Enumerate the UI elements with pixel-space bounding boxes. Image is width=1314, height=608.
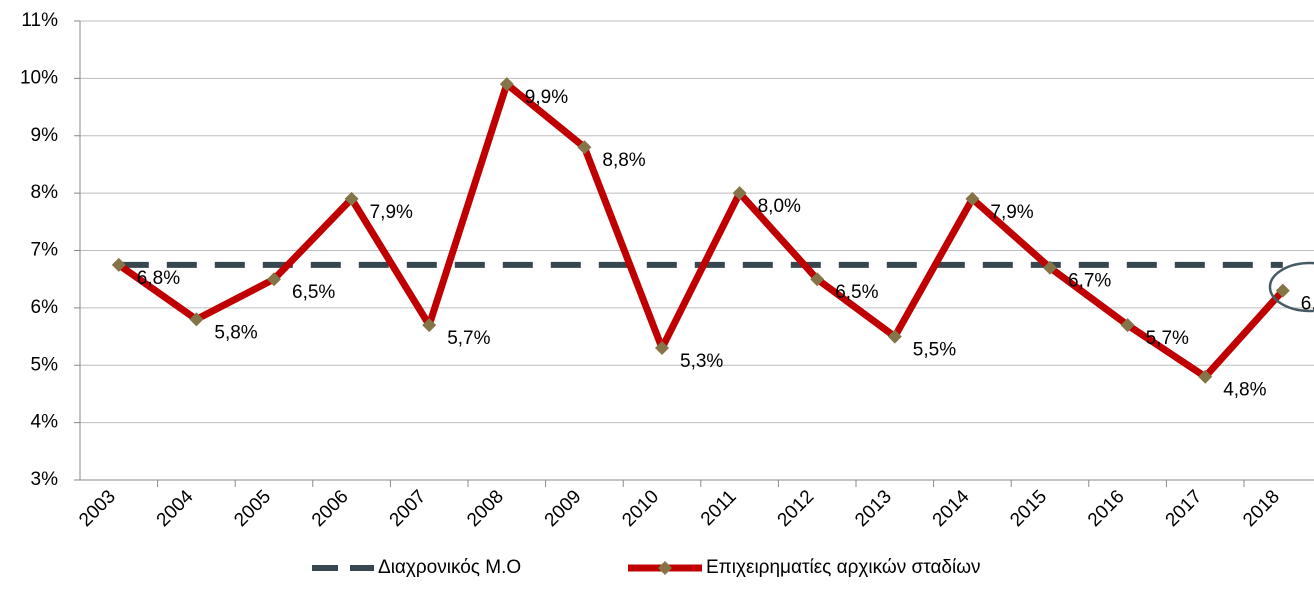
x-tick-label: 2012 [774,486,819,531]
x-tick-label: 2005 [230,486,275,531]
data-label: 5,7% [1146,328,1189,349]
data-label: 4,8% [1223,380,1266,401]
x-tick-label: 2010 [618,486,663,531]
data-label: 5,8% [214,322,257,343]
marker [655,341,669,356]
data-label: 7,9% [370,202,413,223]
data-label: 5,5% [913,340,956,361]
marker [189,312,204,327]
data-label: 6,7% [1068,271,1111,292]
marker [111,257,126,272]
x-tick-label: 2014 [929,486,974,531]
data-label: 5,3% [680,351,723,372]
marker [810,272,825,287]
x-tick-label: 2017 [1162,486,1207,531]
legend-marker [658,561,672,575]
marker [267,272,281,287]
x-tick-label: 2016 [1084,486,1129,531]
marker [577,140,592,155]
y-tick-label: 3% [31,469,59,490]
marker [1198,369,1213,384]
x-tick-label: 2015 [1006,486,1051,531]
series-line [116,80,1286,381]
y-tick-label: 11% [21,10,58,31]
highlight-oval [1268,261,1314,313]
x-tick-label: 2007 [386,486,431,531]
data-label: 6,5% [835,282,878,303]
data-label: 9,9% [525,87,568,108]
y-tick-label: 7% [31,240,59,261]
marker [1120,318,1135,333]
data-label: 8,8% [602,150,645,171]
marker [732,186,747,201]
y-tick-label: 9% [31,125,59,146]
marker [1275,283,1290,298]
marker [965,191,980,206]
marker [1043,260,1057,275]
y-tick-label: 5% [31,354,59,375]
x-tick-label: 2013 [851,486,896,531]
y-tick-label: 6% [31,297,59,318]
data-label: 7,9% [990,202,1033,223]
x-tick-label: 2011 [697,486,741,530]
data-label: 6,5% [292,282,335,303]
legend-label: Διαχρονικός Μ.Ο [378,557,521,578]
x-tick-label: 2009 [541,486,586,531]
marker [422,318,437,333]
data-label: 6,8% [137,268,180,289]
x-tick-label: 2003 [75,486,120,531]
marker [887,329,902,344]
x-tick-label: 2018 [1239,486,1284,531]
data-label: 8,0% [758,196,801,217]
data-label: 5,7% [447,328,490,349]
y-tick-label: 10% [20,67,58,88]
marker [344,191,359,206]
x-tick-label: 2008 [463,486,508,531]
y-tick-label: 8% [31,182,59,203]
x-tick-label: 2004 [153,486,198,531]
y-tick-label: 4% [31,412,59,433]
legend-label: Επιχειρηματίες αρχικών σταδίων [706,557,981,578]
marker [499,77,514,92]
x-tick-label: 2006 [308,486,353,531]
data-label: 6,3% [1301,294,1314,315]
